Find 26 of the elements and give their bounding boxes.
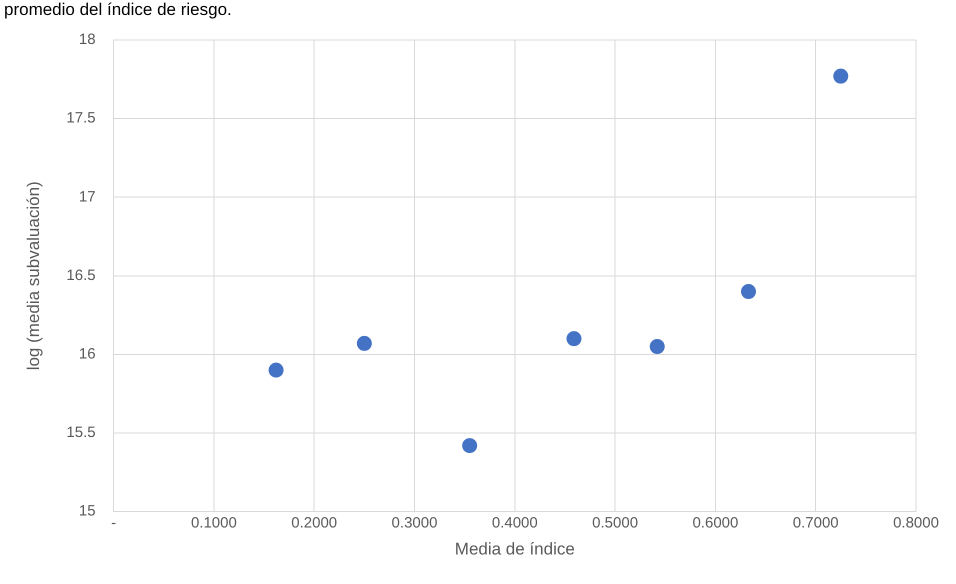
y-tick-label: 15 [78,502,96,520]
x-tick-label: 0.7000 [792,514,839,532]
y-tick-label: 15.5 [66,424,96,442]
y-tick-label: 16 [78,346,96,363]
y-tick-label: 18 [78,31,96,48]
text: promedio del índice de riesgo. [4,0,232,20]
y-tick-label: 17.5 [66,110,96,127]
point [268,362,284,378]
x-tick-label: 0.6000 [692,514,738,532]
x-axis-title: Media de índice [454,539,575,558]
point [566,331,582,346]
x-tick-label: 0.5000 [592,514,638,532]
x-tick-label: 0.4000 [492,514,538,532]
point [462,438,478,454]
x-tick-label: 0.8000 [893,514,939,532]
x-tick-label: 0.1000 [190,514,237,532]
y-tick-label: 17 [78,188,96,206]
y-axis-title: log (media subvaluación) [24,181,43,370]
point [833,68,848,84]
point [356,336,372,351]
x-tick-label: 0.3000 [392,514,438,532]
point [741,284,756,300]
x-tick-label: - [111,514,116,532]
x-tick-label: 0.2000 [291,514,338,532]
point [650,339,665,354]
y-tick-label: 16.5 [66,266,96,284]
